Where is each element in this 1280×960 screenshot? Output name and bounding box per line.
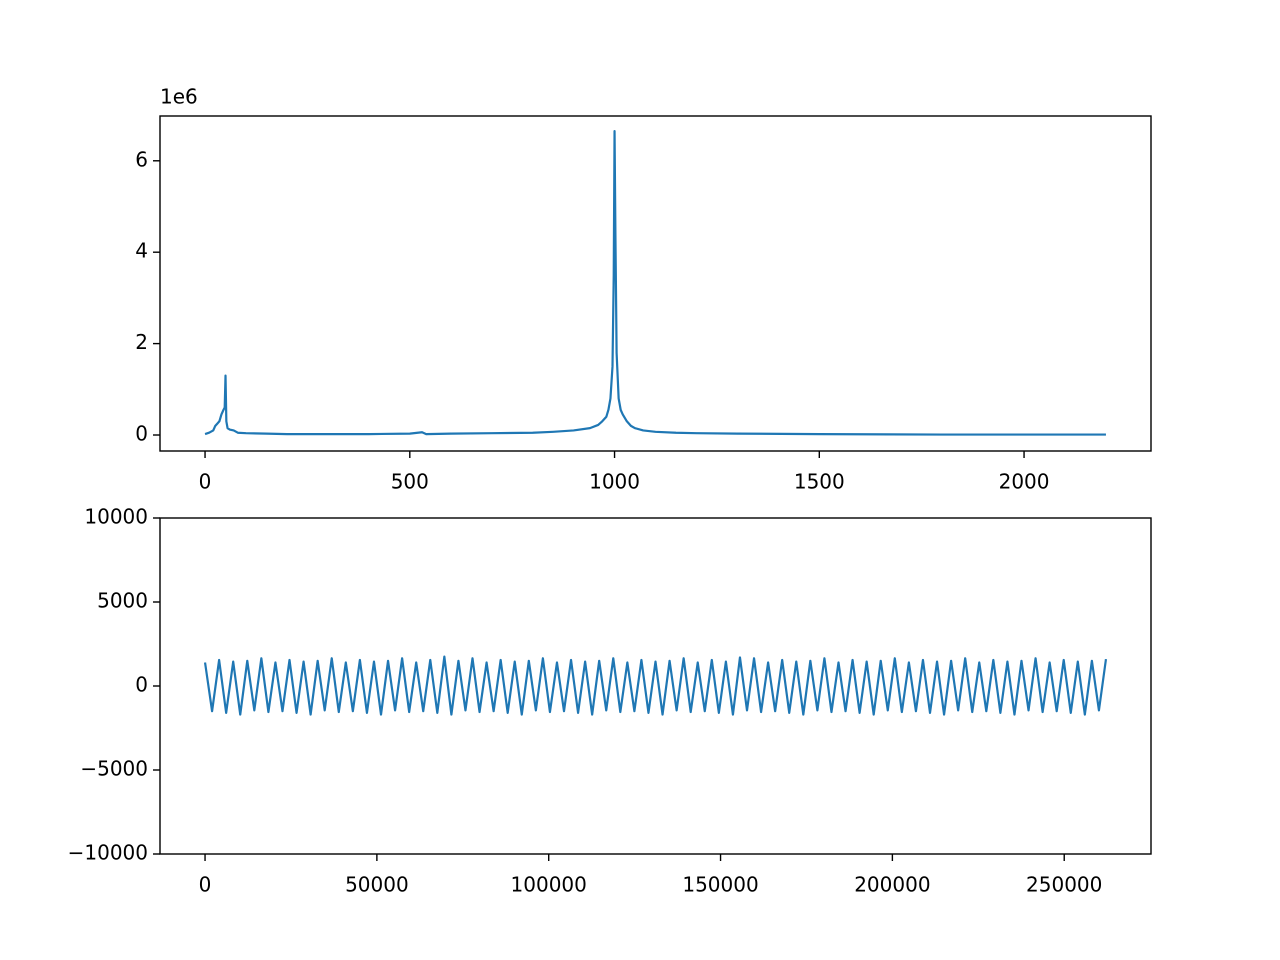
- x-tick-label: 0: [199, 873, 212, 897]
- data-line: [204, 129, 1106, 436]
- y-offset-label: 1e6: [160, 85, 198, 109]
- data-line: [203, 655, 1108, 716]
- y-tick-label: 2: [135, 330, 148, 354]
- x-tick-label: 250000: [1026, 873, 1102, 897]
- y-tick-label: 4: [135, 239, 148, 263]
- x-tick-label: 1500: [794, 470, 845, 494]
- y-tick-label: 0: [135, 422, 148, 446]
- y-tick-label: −10000: [68, 841, 148, 865]
- x-tick-label: 50000: [345, 873, 409, 897]
- y-tick-label: 5000: [97, 589, 148, 613]
- x-tick-label: 1000: [589, 470, 640, 494]
- y-tick-label: 6: [135, 147, 148, 171]
- y-tick-label: 10000: [84, 505, 148, 529]
- x-tick-label: 500: [391, 470, 429, 494]
- x-tick-label: 150000: [682, 873, 758, 897]
- x-tick-label: 0: [199, 470, 212, 494]
- x-tick-label: 100000: [511, 873, 587, 897]
- x-tick-label: 2000: [999, 470, 1050, 494]
- y-tick-label: −5000: [80, 757, 148, 781]
- axes-frame: [159, 115, 1152, 452]
- y-tick-label: 0: [135, 673, 148, 697]
- x-tick-label: 200000: [854, 873, 930, 897]
